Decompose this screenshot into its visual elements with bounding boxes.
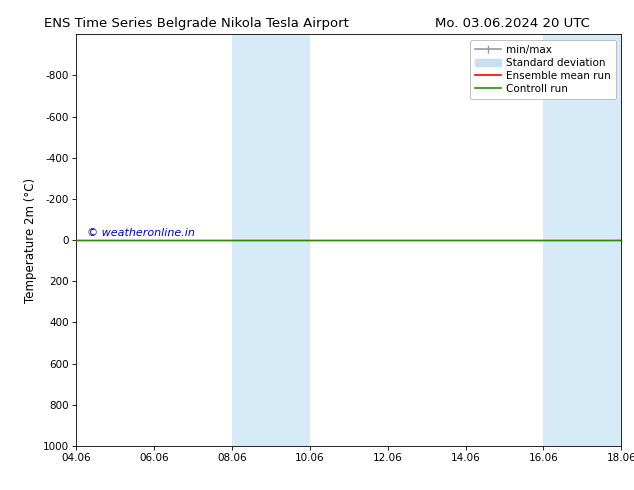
Y-axis label: Temperature 2m (°C): Temperature 2m (°C) (25, 177, 37, 303)
Text: Mo. 03.06.2024 20 UTC: Mo. 03.06.2024 20 UTC (435, 17, 590, 30)
Text: ENS Time Series Belgrade Nikola Tesla Airport: ENS Time Series Belgrade Nikola Tesla Ai… (44, 17, 349, 30)
Text: © weatheronline.in: © weatheronline.in (87, 228, 195, 238)
Legend: min/max, Standard deviation, Ensemble mean run, Controll run: min/max, Standard deviation, Ensemble me… (470, 40, 616, 99)
Bar (232, 34, 310, 446)
Bar (543, 34, 621, 446)
